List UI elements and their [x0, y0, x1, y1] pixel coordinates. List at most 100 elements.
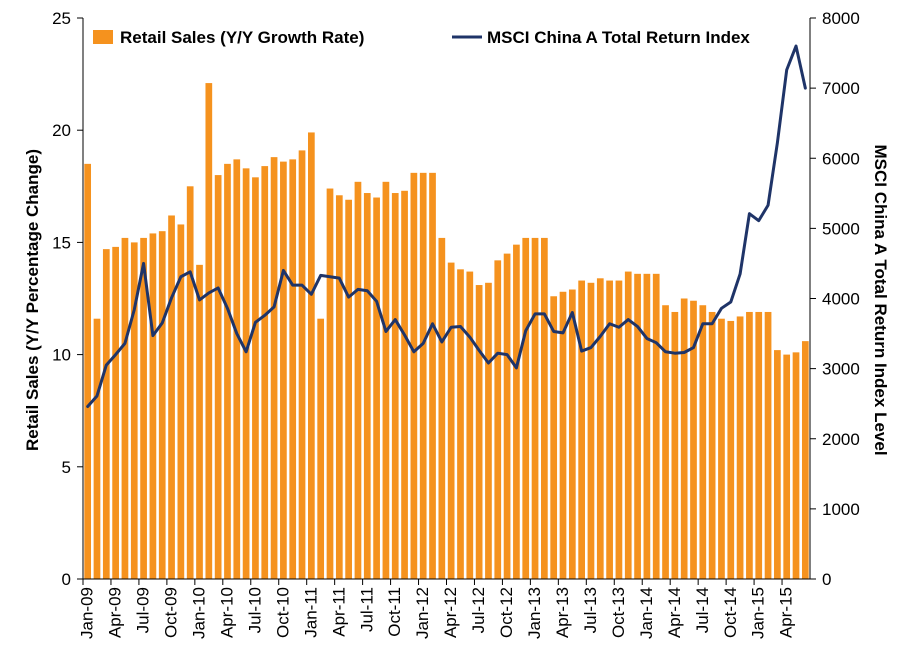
x-tick-label: Jan-14 [637, 587, 656, 639]
bar [298, 150, 306, 579]
bar [280, 161, 287, 579]
legend-swatch-retail-sales [93, 30, 113, 44]
bar [345, 199, 352, 579]
bar [643, 273, 651, 579]
bar [102, 249, 110, 579]
bar [270, 157, 278, 579]
bar [578, 280, 585, 579]
bar [401, 190, 408, 580]
bar [186, 186, 194, 580]
bar [568, 289, 576, 579]
bar [755, 311, 763, 579]
right-tick-label: 3000 [822, 360, 860, 379]
bar [130, 242, 138, 579]
right-tick-label: 2000 [822, 430, 860, 449]
x-tick-label: Jan-12 [413, 587, 432, 639]
x-tick-label: Jan-09 [78, 587, 97, 639]
bar [746, 311, 753, 579]
bar [792, 352, 800, 579]
bar [587, 282, 595, 579]
x-tick-label: Jan-15 [749, 587, 768, 639]
left-tick-label: 0 [62, 570, 71, 589]
bar [242, 168, 250, 579]
bar [652, 273, 660, 579]
x-tick-label: Jan-10 [190, 587, 209, 639]
bar [419, 172, 427, 579]
bar [513, 244, 520, 579]
bar [168, 215, 175, 579]
x-tick-label: Jul-10 [245, 587, 264, 633]
right-tick-label: 6000 [822, 149, 860, 168]
bar [326, 188, 334, 580]
x-tick-label: Apr-10 [217, 587, 236, 638]
bar [466, 271, 474, 579]
legend: Retail Sales (Y/Y Growth Rate) MSCI Chin… [93, 28, 750, 47]
bar [214, 175, 222, 579]
left-y-ticks: 0 5 10 15 20 25 [52, 9, 83, 589]
bar [457, 269, 464, 579]
bar [475, 285, 483, 579]
right-tick-label: 5000 [822, 219, 860, 238]
left-tick-label: 25 [52, 9, 71, 28]
bar [317, 318, 325, 579]
x-axis-ticks: Jan-09 Apr-09 Jul-09 Oct-09 Jan-10 Apr-10 Jul-… [78, 579, 796, 639]
bar [783, 354, 791, 579]
x-tick-label: Jul-11 [357, 587, 376, 632]
bar [718, 318, 725, 579]
left-y-axis-title: Retail Sales (Y/Y Percentage Change) [23, 149, 42, 451]
x-tick-label: Apr-11 [329, 587, 348, 637]
x-tick-label: Jan-13 [525, 587, 544, 639]
bar [158, 231, 166, 579]
bar [662, 305, 669, 579]
bar [121, 237, 129, 579]
x-tick-label: Oct-09 [162, 587, 181, 638]
bar [708, 311, 716, 579]
bar [391, 193, 399, 579]
right-tick-label: 1000 [822, 500, 860, 519]
bar [615, 280, 623, 579]
bar [438, 237, 446, 579]
bar [485, 282, 492, 579]
bar [429, 172, 436, 579]
x-tick-label: Oct-12 [497, 587, 516, 638]
bar [596, 278, 604, 579]
x-tick-label: Apr-12 [441, 587, 460, 638]
bar [84, 163, 92, 580]
left-tick-label: 20 [52, 121, 71, 140]
retail-sales-bars [84, 83, 809, 580]
x-tick-label: Apr-13 [553, 587, 572, 638]
bar [177, 224, 185, 579]
x-tick-label: Jul-14 [693, 587, 712, 633]
bar [382, 181, 390, 579]
right-tick-label: 0 [822, 570, 831, 589]
bar [252, 177, 259, 579]
x-tick-label: Apr-09 [106, 587, 125, 638]
right-tick-label: 4000 [822, 290, 860, 309]
bar [541, 237, 548, 579]
bar [373, 197, 380, 579]
bar [149, 233, 157, 580]
bar [634, 273, 641, 579]
bar [354, 181, 362, 579]
bar [112, 246, 119, 579]
bar [522, 237, 530, 579]
bar [363, 193, 371, 579]
right-y-ticks: 0 1000 2000 3000 4000 5000 6000 7000 8000 [810, 9, 860, 589]
bar [736, 316, 744, 579]
bar [140, 237, 147, 579]
left-tick-label: 15 [52, 233, 71, 252]
bar [503, 253, 511, 579]
bar [801, 341, 809, 579]
bar [774, 350, 781, 579]
x-tick-label: Jul-13 [581, 587, 600, 633]
x-tick-label: Jul-09 [134, 587, 153, 633]
bar [93, 318, 101, 579]
bar [410, 172, 418, 579]
x-tick-label: Oct-14 [721, 587, 740, 638]
right-tick-label: 8000 [822, 9, 860, 28]
bar [447, 262, 455, 579]
right-tick-label: 7000 [822, 79, 860, 98]
right-y-axis-title: MSCI China A Total Return Index Level [871, 144, 890, 455]
bar [606, 280, 613, 579]
x-tick-label: Oct-11 [385, 587, 404, 637]
